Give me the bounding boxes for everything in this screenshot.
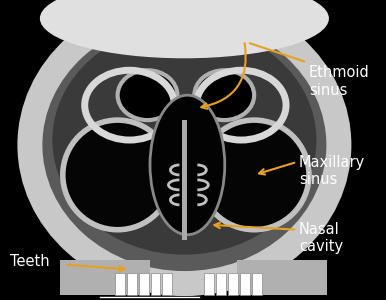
Ellipse shape bbox=[63, 120, 173, 230]
Bar bbox=[139, 273, 149, 295]
Bar bbox=[228, 273, 238, 295]
Ellipse shape bbox=[195, 70, 254, 120]
Text: Maxillary
sinus: Maxillary sinus bbox=[299, 155, 365, 188]
Ellipse shape bbox=[52, 26, 317, 255]
Text: Teeth: Teeth bbox=[10, 254, 49, 269]
Bar bbox=[151, 273, 161, 295]
Ellipse shape bbox=[150, 95, 225, 235]
Bar bbox=[237, 260, 327, 295]
Bar bbox=[240, 273, 250, 295]
Bar bbox=[115, 273, 125, 295]
Ellipse shape bbox=[199, 120, 309, 230]
Ellipse shape bbox=[40, 0, 329, 58]
Bar bbox=[183, 120, 187, 240]
Bar bbox=[204, 273, 214, 295]
Text: Ethmoid
sinus: Ethmoid sinus bbox=[309, 65, 370, 98]
Ellipse shape bbox=[25, 1, 344, 290]
Bar bbox=[163, 273, 173, 295]
Bar bbox=[252, 273, 262, 295]
Ellipse shape bbox=[118, 70, 178, 120]
Bar bbox=[216, 273, 226, 295]
Bar bbox=[60, 260, 149, 295]
Text: Nasal
cavity: Nasal cavity bbox=[299, 222, 343, 254]
Bar bbox=[127, 273, 137, 295]
